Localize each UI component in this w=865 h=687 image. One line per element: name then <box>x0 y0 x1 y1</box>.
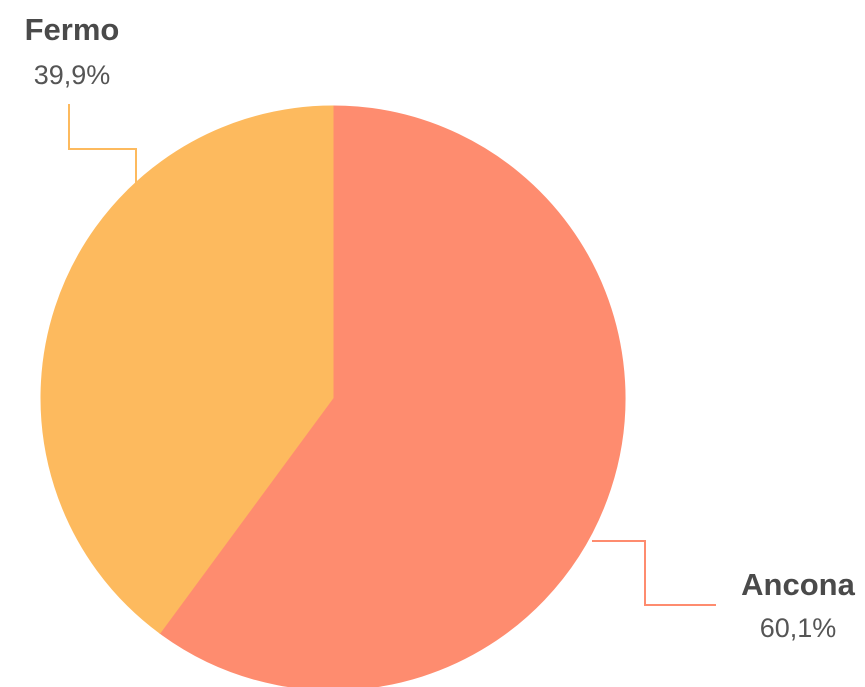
slice-value-ancona: 60,1% <box>760 613 837 643</box>
leader-lines <box>68 104 716 606</box>
leader-line-ancona <box>592 540 716 606</box>
pie-slices <box>40 105 626 687</box>
pie-slice-fermo <box>40 105 334 634</box>
slice-label-ancona: Ancona 60,1% <box>741 567 855 643</box>
leader-line-fermo <box>68 104 137 183</box>
slice-name-fermo: Fermo <box>25 12 120 47</box>
slice-value-fermo: 39,9% <box>34 60 111 90</box>
pie-slice-ancona <box>159 105 626 687</box>
slice-label-fermo: Fermo 39,9% <box>25 12 120 90</box>
slice-name-ancona: Ancona <box>741 567 855 602</box>
